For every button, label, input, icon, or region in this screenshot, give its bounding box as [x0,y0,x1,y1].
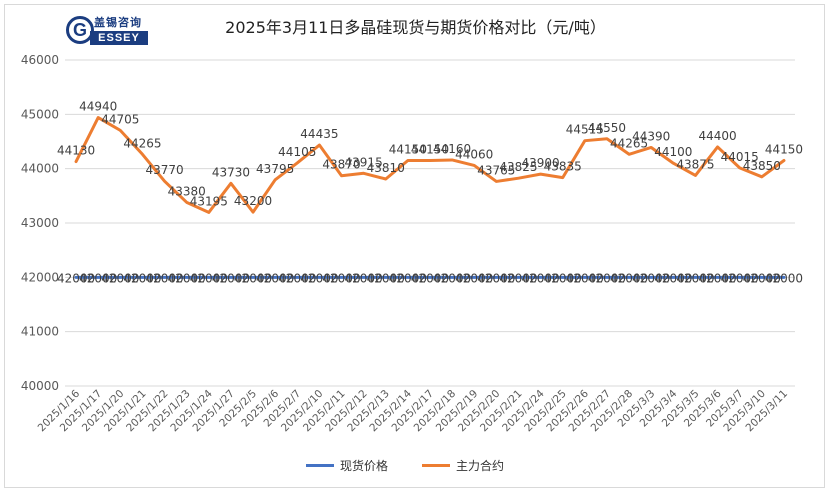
data-label-futures: 44265 [610,136,648,150]
data-label-spot: 42000 [79,271,117,285]
data-label-futures: 44150 [389,143,427,157]
legend: 现货价格 主力合约 [0,455,831,475]
legend-swatch-futures [422,463,450,467]
data-label-spot: 42000 [610,271,648,285]
data-label-futures: 43765 [477,163,515,177]
data-label-spot: 42000 [322,271,360,285]
data-label-futures: 43915 [345,155,383,169]
data-label-spot: 42000 [168,271,206,285]
data-label-futures: 44390 [632,129,670,143]
data-label-futures: 43835 [544,160,582,174]
data-label-spot: 42000 [499,271,537,285]
data-label-futures: 43730 [212,165,250,179]
logo-bar-text: ESSEY [90,31,148,45]
data-label-futures: 44160 [433,142,471,156]
data-label-futures: 43825 [499,160,537,174]
data-label-spot: 42000 [190,271,228,285]
data-label-spot: 42000 [300,271,338,285]
y-tick-label: 44000 [21,162,59,176]
legend-label-futures: 主力合约 [456,458,505,473]
data-label-futures: 44105 [278,145,316,159]
data-label-futures: 43770 [145,163,183,177]
data-label-futures: 43380 [168,184,206,198]
y-tick-label: 45000 [21,107,59,121]
data-label-futures: 44435 [300,127,338,141]
data-label-spot: 42000 [698,271,736,285]
y-tick-label: 41000 [21,325,59,339]
data-label-spot: 42000 [654,271,692,285]
data-label-futures: 43870 [322,158,360,172]
data-label-spot: 42000 [721,271,759,285]
data-label-spot: 42000 [411,271,449,285]
data-label-futures: 43875 [676,157,714,171]
data-label-spot: 42000 [566,271,604,285]
data-label-futures: 43795 [256,162,294,176]
data-label-spot: 42000 [477,271,515,285]
y-tick-label: 40000 [21,379,59,393]
series-line-futures [74,116,786,214]
data-label-spot: 42000 [123,271,161,285]
y-tick-label: 42000 [21,270,59,284]
y-tick-label: 43000 [21,216,59,230]
chart-title: 2025年3月11日多晶硅现货与期货价格对比（元/吨） [225,18,606,37]
data-label-spot: 42000 [57,271,95,285]
data-label-spot: 42000 [522,271,560,285]
data-label-spot: 42000 [676,271,714,285]
data-label-futures: 43900 [522,156,560,170]
legend-item-futures[interactable]: 主力合约 [422,455,504,475]
legend-label-spot: 现货价格 [340,458,389,473]
data-label-futures: 43850 [743,159,781,173]
data-label-futures: 43810 [367,161,405,175]
data-label-spot: 42000 [544,271,582,285]
data-label-futures: 44015 [721,150,759,164]
data-label-futures: 44940 [79,100,117,114]
data-label-spot: 42000 [212,271,250,285]
data-label-spot: 42000 [389,271,427,285]
data-label-futures: 44060 [455,147,493,161]
logo-top-text: 盖锡咨询 [94,16,142,29]
data-label-spot: 42000 [234,271,272,285]
legend-swatch-spot [306,463,334,467]
data-label-futures: 44705 [101,112,139,126]
data-label-spot: 42000 [101,271,139,285]
legend-item-spot[interactable]: 现货价格 [306,455,388,475]
data-label-futures: 44130 [57,144,95,158]
data-label-futures: 44100 [654,145,692,159]
data-label-spot: 42000 [345,271,383,285]
logo: G 盖锡咨询 ESSEY [66,14,150,48]
chart-frame [4,4,825,488]
data-label-spot: 42000 [367,271,405,285]
data-label-spot: 42000 [145,271,183,285]
data-label-futures: 44550 [588,121,626,135]
logo-g-icon: G [66,16,94,44]
data-label-spot: 42000 [455,271,493,285]
data-label-spot: 42000 [256,271,294,285]
data-label-spot: 42000 [743,271,781,285]
data-label-futures: 44515 [566,123,604,137]
data-label-spot: 42000 [588,271,626,285]
data-label-futures: 44150 [765,143,803,157]
data-label-futures: 44265 [123,136,161,150]
y-tick-label: 46000 [21,53,59,67]
data-label-spot: 42000 [278,271,316,285]
data-label-spot: 42000 [433,271,471,285]
data-label-futures: 43195 [190,194,228,208]
data-label-spot: 42000 [632,271,670,285]
data-label-spot: 42000 [765,271,803,285]
data-label-futures: 43200 [234,194,272,208]
data-label-futures: 44150 [411,143,449,157]
data-label-futures: 44400 [698,129,736,143]
